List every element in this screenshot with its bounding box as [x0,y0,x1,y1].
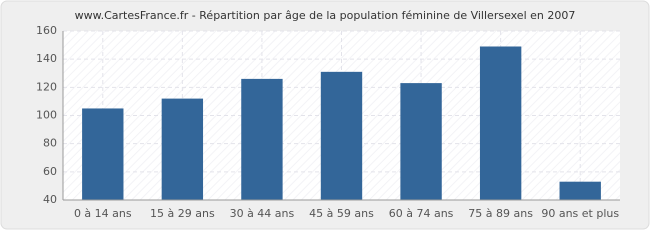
y-tick-label: 100 [36,109,57,122]
y-tick-label: 40 [43,193,57,206]
bar [320,71,363,200]
y-tick-label: 140 [36,52,57,65]
x-tick-label: 90 ans et plus [541,207,619,220]
bar [161,98,204,200]
x-tick-label: 60 à 74 ans [389,207,454,220]
bar [559,181,601,200]
bar [241,78,283,200]
bar [479,46,522,200]
chart-title: www.CartesFrance.fr - Répartition par âg… [75,9,576,22]
x-tick-label: 30 à 44 ans [230,207,295,220]
chart: www.CartesFrance.fr - Répartition par âg… [0,0,650,230]
bar [400,83,442,200]
x-tick-label: 45 à 59 ans [309,207,374,220]
y-tick-label: 60 [43,165,57,178]
x-tick-label: 75 à 89 ans [468,207,533,220]
x-tick-label: 0 à 14 ans [74,207,132,220]
page: {"chart_data": {"type": "bar", "title": … [0,0,650,230]
x-tick-label: 15 à 29 ans [150,207,215,220]
y-tick-label: 80 [43,137,57,150]
y-tick-label: 120 [36,80,57,93]
y-tick-label: 160 [36,24,57,37]
bar [82,108,124,200]
